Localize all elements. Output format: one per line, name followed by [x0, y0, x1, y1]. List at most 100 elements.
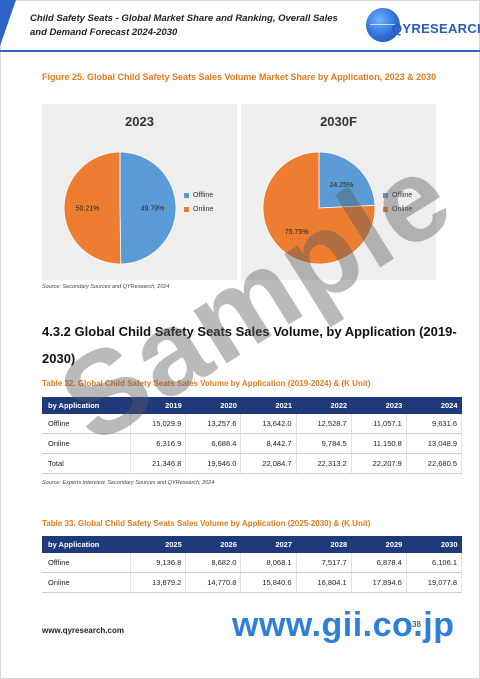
- table-row: Offline 15,029.9 13,257.6 13,642.0 12,52…: [42, 414, 463, 434]
- pie-slice-offline: [318, 151, 376, 209]
- chart-legend: Offline Online: [184, 188, 213, 216]
- table-33: by Application 2025 2026 2027 2028 2029 …: [42, 536, 463, 593]
- gii-watermark: www.gii.co.jp: [232, 606, 455, 644]
- table-row: Online 13,879.2 14,770.8 15,840.6 16,804…: [42, 572, 463, 593]
- legend-item-online: Online: [383, 202, 412, 216]
- table-32-source: Source: Experts Interview, Secondary Sou…: [42, 480, 215, 486]
- table-cell: 6,688.4: [185, 433, 242, 454]
- table-cell: 8,068.1: [240, 553, 297, 573]
- figure-caption: Figure 25. Global Child Safety Seats Sal…: [42, 72, 437, 82]
- table-header-row: by Application 2019 2020 2021 2022 2023 …: [42, 397, 462, 414]
- pie-slice-offline: [119, 151, 177, 265]
- column-header: 2030: [406, 536, 462, 553]
- table-cell: 9,136.8: [130, 553, 187, 573]
- legend-swatch: [383, 206, 388, 212]
- legend-label: Online: [193, 205, 214, 213]
- table-cell: Offline: [42, 414, 132, 434]
- chart-title: 2023: [125, 114, 154, 129]
- table-cell: 11,150.8: [351, 433, 407, 454]
- column-header: 2029: [351, 536, 407, 553]
- pie-chart-2023: 2023 49.79% 50.21% Offline Online: [42, 104, 237, 280]
- column-header: by Application: [42, 397, 131, 414]
- column-header: 2019: [130, 397, 186, 414]
- table-cell: 9,631.6: [406, 414, 463, 434]
- pie-2023-svg: 49.79% 50.21%: [63, 151, 177, 265]
- table-header-row: by Application 2025 2026 2027 2028 2029 …: [42, 536, 462, 553]
- table-cell: 8,442.7: [240, 433, 297, 454]
- table-cell: 13,257.6: [185, 414, 242, 434]
- table-32: by Application 2019 2020 2021 2022 2023 …: [42, 397, 463, 474]
- table-cell: 15,840.6: [240, 572, 297, 593]
- column-header: 2025: [130, 536, 186, 553]
- column-header: 2022: [296, 397, 352, 414]
- table-cell: 13,879.2: [130, 572, 187, 593]
- column-header: 2024: [406, 397, 462, 414]
- pie-slice-online: [63, 151, 122, 265]
- header-rule: [0, 50, 480, 52]
- table-cell: 22,084.7: [240, 453, 297, 474]
- pie-data-label: 75.75%: [285, 229, 309, 236]
- table-row: Offline 9,136.8 8,682.0 8,068.1 7,517.7 …: [42, 553, 463, 573]
- pie-data-label: 49.79%: [141, 205, 165, 212]
- logo-text: QYRESEARCH: [392, 21, 480, 36]
- table-cell: 13,642.0: [240, 414, 297, 434]
- table-cell: Offline: [42, 553, 132, 573]
- table-cell: 11,057.1: [351, 414, 407, 434]
- header-accent: [0, 0, 16, 46]
- table-cell: 8,682.0: [185, 553, 242, 573]
- footer-url: www.qyresearch.com: [42, 626, 124, 635]
- legend-swatch: [184, 192, 189, 198]
- column-header: 2028: [296, 536, 352, 553]
- pie-slice-online: [262, 151, 376, 265]
- table-32-caption: Table 32. Global Child Safety Seats Sale…: [42, 379, 371, 388]
- column-header: 2023: [351, 397, 407, 414]
- column-header: by Application: [42, 536, 131, 553]
- qyresearch-logo: QYRESEARCH: [366, 8, 480, 48]
- legend-label: Offline: [392, 191, 413, 199]
- table-33-caption: Table 33. Global Child Safety Seats Sale…: [42, 519, 371, 528]
- pie-data-label: 24.25%: [330, 182, 354, 189]
- table-cell: 19,077.8: [406, 572, 463, 593]
- legend-swatch: [184, 206, 189, 212]
- table-cell: 21,346.8: [130, 453, 187, 474]
- legend-item-offline: Offline: [383, 188, 412, 202]
- page-number: 38: [412, 620, 421, 629]
- legend-swatch: [383, 192, 388, 198]
- table-cell: Total: [42, 453, 132, 474]
- pie-data-label: 50.21%: [76, 206, 100, 213]
- table-cell: 17,894.6: [351, 572, 407, 593]
- table-cell: 6,878.4: [351, 553, 407, 573]
- table-cell: 16,804.1: [296, 572, 352, 593]
- column-header: 2020: [185, 397, 241, 414]
- table-cell: 13,048.9: [406, 433, 463, 454]
- table-cell: 6,106.1: [406, 553, 463, 573]
- table-cell: 19,946.0: [185, 453, 242, 474]
- legend-item-offline: Offline: [184, 188, 213, 202]
- report-title: Child Safety Seats - Global Market Share…: [30, 13, 338, 38]
- globe-icon: [366, 8, 400, 42]
- legend-item-online: Online: [184, 202, 213, 216]
- table-cell: 14,770.8: [185, 572, 242, 593]
- pie-2030-svg: 24.25% 75.75%: [262, 151, 376, 265]
- table-cell: 6,316.9: [130, 433, 187, 454]
- figure-source: Source: Secondary Sources and QYResearch…: [42, 284, 170, 290]
- column-header: 2021: [240, 397, 297, 414]
- table-cell: 15,029.9: [130, 414, 187, 434]
- chart-legend: Offline Online: [383, 188, 412, 216]
- legend-label: Online: [392, 205, 413, 213]
- column-header: 2026: [185, 536, 241, 553]
- column-header: 2027: [240, 536, 297, 553]
- table-cell: Online: [42, 572, 132, 593]
- chart-title: 2030F: [320, 114, 357, 129]
- section-heading: 4.3.2 Global Child Safety Seats Sales Vo…: [42, 324, 457, 366]
- table-cell: 22,313.2: [296, 453, 352, 474]
- table-cell: 9,784.5: [296, 433, 352, 454]
- legend-label: Offline: [193, 191, 214, 199]
- table-cell: 12,528.7: [296, 414, 352, 434]
- pie-chart-2030: 2030F 24.25% 75.75% Offline Online: [241, 104, 436, 280]
- table-row: Total 21,346.8 19,946.0 22,084.7 22,313.…: [42, 453, 463, 474]
- table-row: Online 6,316.9 6,688.4 8,442.7 9,784.5 1…: [42, 433, 463, 454]
- table-cell: 7,517.7: [296, 553, 352, 573]
- table-cell: 22,680.5: [406, 453, 463, 474]
- table-cell: 22,207.9: [351, 453, 407, 474]
